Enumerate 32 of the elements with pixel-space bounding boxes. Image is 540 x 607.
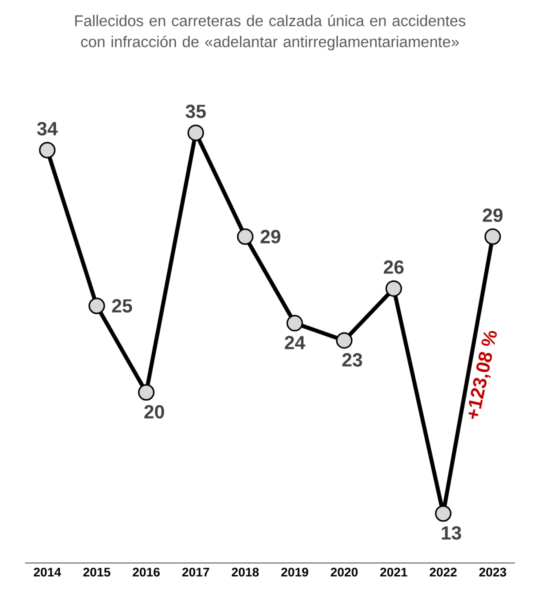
- annotation: +123,08 %: [468, 330, 497, 419]
- x-tick-label: 2018: [232, 568, 259, 577]
- point: [336, 332, 352, 349]
- chart-title: Fallecidos en carreteras de calzada única en accidentes con infracción de «adelantar antirreglamentariamente»: [75, 14, 466, 50]
- x-tick-label: 2020: [330, 568, 358, 577]
- point: [39, 142, 56, 158]
- point: [385, 280, 402, 297]
- data-label: 24: [284, 336, 306, 350]
- point: [88, 298, 106, 314]
- data-label: 34: [37, 122, 58, 136]
- x-tick-label: 2015: [83, 568, 110, 577]
- data-label: 23: [342, 353, 362, 367]
- point: [434, 505, 452, 522]
- x-tick-label: 2017: [182, 568, 210, 577]
- x-tick-label: 2014: [34, 568, 62, 577]
- data-label: 29: [482, 208, 503, 222]
- data-label: 25: [112, 299, 132, 313]
- data-label: 13: [442, 526, 462, 540]
- x-tick-label: 2022: [430, 568, 457, 577]
- data-label: 35: [186, 104, 206, 118]
- point: [188, 124, 204, 142]
- x-tick-label: 2023: [479, 568, 506, 577]
- x-tick-label: 2019: [281, 568, 308, 577]
- point: [286, 314, 303, 332]
- data-label: 26: [384, 260, 404, 274]
- x-tick-label: 2021: [380, 568, 408, 577]
- point: [236, 228, 254, 245]
- data-label: 29: [260, 230, 280, 244]
- x-tick-label: 2016: [132, 568, 160, 577]
- point: [484, 228, 501, 245]
- data-label: 20: [144, 405, 164, 419]
- point: [138, 384, 155, 401]
